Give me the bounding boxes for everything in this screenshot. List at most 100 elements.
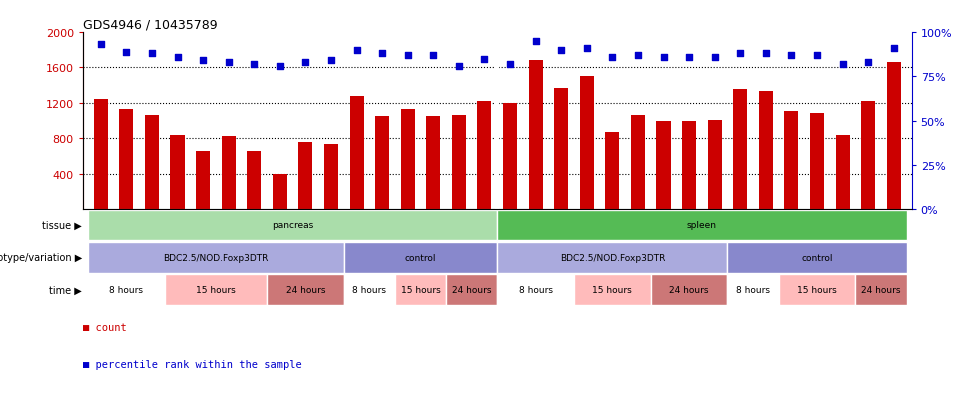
Text: control: control [801,253,833,262]
Point [860,60,876,66]
Text: 24 hours: 24 hours [452,285,491,294]
Bar [656,122,671,209]
Point [349,47,365,54]
Bar [171,135,184,209]
Bar [810,113,824,209]
Text: 8 hours: 8 hours [109,285,143,294]
Bar [631,116,645,209]
Bar [733,90,747,209]
Point [477,56,492,63]
Point [400,53,415,59]
Text: 15 hours: 15 hours [593,285,632,294]
Bar [196,152,211,209]
Text: control: control [405,253,436,262]
Bar [88,242,344,273]
Bar [395,274,447,305]
Point [195,58,211,64]
Point [656,55,672,61]
Text: pancreas: pancreas [272,221,313,230]
Point [527,38,543,45]
Point [297,60,313,66]
Bar [94,100,108,209]
Point [144,51,160,57]
Bar [375,117,389,209]
Bar [401,110,414,209]
Point [886,45,902,52]
Bar [855,274,907,305]
Text: GDS4946 / 10435789: GDS4946 / 10435789 [83,19,217,32]
Bar [861,102,876,209]
Point [374,51,390,57]
Bar [119,110,134,209]
Bar [447,274,497,305]
Point [554,47,569,54]
Text: spleen: spleen [686,221,717,230]
Text: 24 hours: 24 hours [861,285,901,294]
Bar [886,63,901,209]
Text: genotype/variation ▶: genotype/variation ▶ [0,252,82,263]
Bar [727,242,907,273]
Point [221,60,237,66]
Point [758,51,773,57]
Text: 8 hours: 8 hours [519,285,553,294]
Point [93,42,108,49]
Point [809,53,825,59]
Text: ■ count: ■ count [83,322,127,332]
Bar [708,120,722,209]
Bar [165,274,267,305]
Point [682,55,697,61]
Bar [836,135,849,209]
Text: BDC2.5/NOD.Foxp3DTR: BDC2.5/NOD.Foxp3DTR [163,253,268,262]
Point [451,63,467,70]
Point [604,55,620,61]
Bar [324,144,338,209]
Bar [682,121,696,209]
Text: ■ percentile rank within the sample: ■ percentile rank within the sample [83,359,301,369]
Bar [580,77,594,209]
Bar [574,274,650,305]
Bar [267,274,344,305]
Point [835,62,850,68]
Point [425,53,441,59]
Bar [248,152,261,209]
Bar [344,242,497,273]
Bar [554,89,568,209]
Text: 24 hours: 24 hours [286,285,325,294]
Bar [344,274,395,305]
Text: 24 hours: 24 hours [670,285,709,294]
Bar [503,104,517,209]
Text: time ▶: time ▶ [50,285,82,294]
Point [323,58,338,64]
Point [579,45,595,52]
Bar [497,242,727,273]
Point [247,62,262,68]
Bar [528,61,543,209]
Bar [145,116,159,209]
Bar [273,175,287,209]
Bar [784,112,799,209]
Bar [88,274,165,305]
Text: 8 hours: 8 hours [352,285,386,294]
Point [732,51,748,57]
Text: 8 hours: 8 hours [736,285,770,294]
Bar [426,117,441,209]
Bar [298,142,312,209]
Point [272,63,288,70]
Bar [497,210,907,241]
Point [784,53,800,59]
Point [630,53,645,59]
Bar [650,274,727,305]
Bar [478,102,491,209]
Bar [88,210,497,241]
Text: 15 hours: 15 hours [401,285,441,294]
Point [119,49,135,56]
Text: 15 hours: 15 hours [196,285,236,294]
Bar [605,133,619,209]
Text: tissue ▶: tissue ▶ [42,221,82,230]
Text: BDC2.5/NOD.Foxp3DTR: BDC2.5/NOD.Foxp3DTR [560,253,665,262]
Bar [759,92,773,209]
Bar [779,274,855,305]
Point [170,55,185,61]
Bar [221,137,236,209]
Bar [727,274,779,305]
